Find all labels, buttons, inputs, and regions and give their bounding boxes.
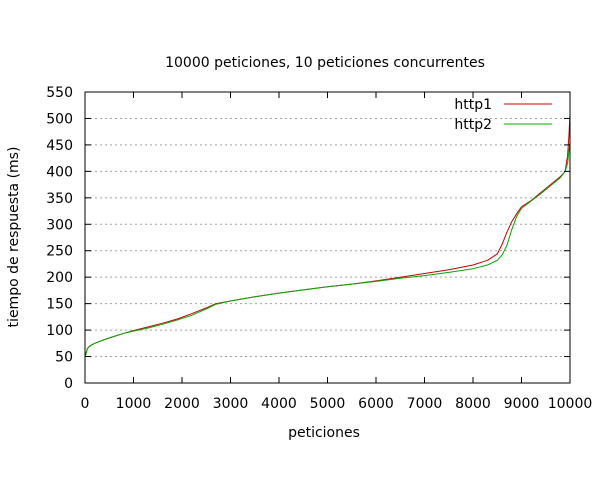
legend: http1 http2 bbox=[454, 97, 552, 133]
x-axis-label: peticiones bbox=[288, 425, 360, 441]
y-tick-label: 400 bbox=[46, 164, 73, 180]
legend-label-http1: http1 bbox=[454, 97, 492, 113]
y-tick-label: 0 bbox=[64, 376, 73, 392]
ticks bbox=[84, 91, 571, 384]
y-tick-label: 150 bbox=[46, 297, 73, 313]
y-tick-label: 300 bbox=[46, 217, 73, 233]
y-tick-label: 100 bbox=[46, 323, 73, 339]
x-tick-label: 7000 bbox=[407, 396, 443, 412]
y-tick-label: 550 bbox=[46, 85, 73, 101]
tick-labels: 0 50 100 150 200 250 300 350 400 450 500 550 0 1000 20… bbox=[46, 85, 592, 412]
x-tick-label: 6000 bbox=[358, 396, 394, 412]
y-tick-label: 350 bbox=[46, 191, 73, 207]
series-line-http1 bbox=[84, 113, 571, 357]
grid bbox=[85, 117, 570, 358]
x-tick-label: 3000 bbox=[213, 396, 249, 412]
y-tick-label: 450 bbox=[46, 138, 73, 154]
x-tick-label: 9000 bbox=[504, 396, 540, 412]
chart-title: 10000 peticiones, 10 peticiones concurre… bbox=[165, 55, 485, 71]
y-tick-label: 50 bbox=[55, 350, 73, 366]
x-tick-label: 2000 bbox=[164, 396, 200, 412]
x-tick-label: 8000 bbox=[455, 396, 491, 412]
y-tick-label: 500 bbox=[46, 111, 73, 127]
y-tick-label: 250 bbox=[46, 244, 73, 260]
y-tick-label: 200 bbox=[46, 270, 73, 286]
x-tick-label: 4000 bbox=[261, 396, 297, 412]
legend-label-http2: http2 bbox=[454, 117, 492, 133]
x-tick-label: 5000 bbox=[310, 396, 346, 412]
y-axis-label: tiempo de respuesta (ms) bbox=[6, 147, 22, 328]
x-tick-label: 10000 bbox=[548, 396, 593, 412]
x-tick-label: 1000 bbox=[116, 396, 152, 412]
plot-frame bbox=[84, 91, 571, 384]
series-line-http2 bbox=[84, 142, 571, 358]
series-layer bbox=[84, 113, 571, 358]
x-tick-label: 0 bbox=[81, 396, 90, 412]
